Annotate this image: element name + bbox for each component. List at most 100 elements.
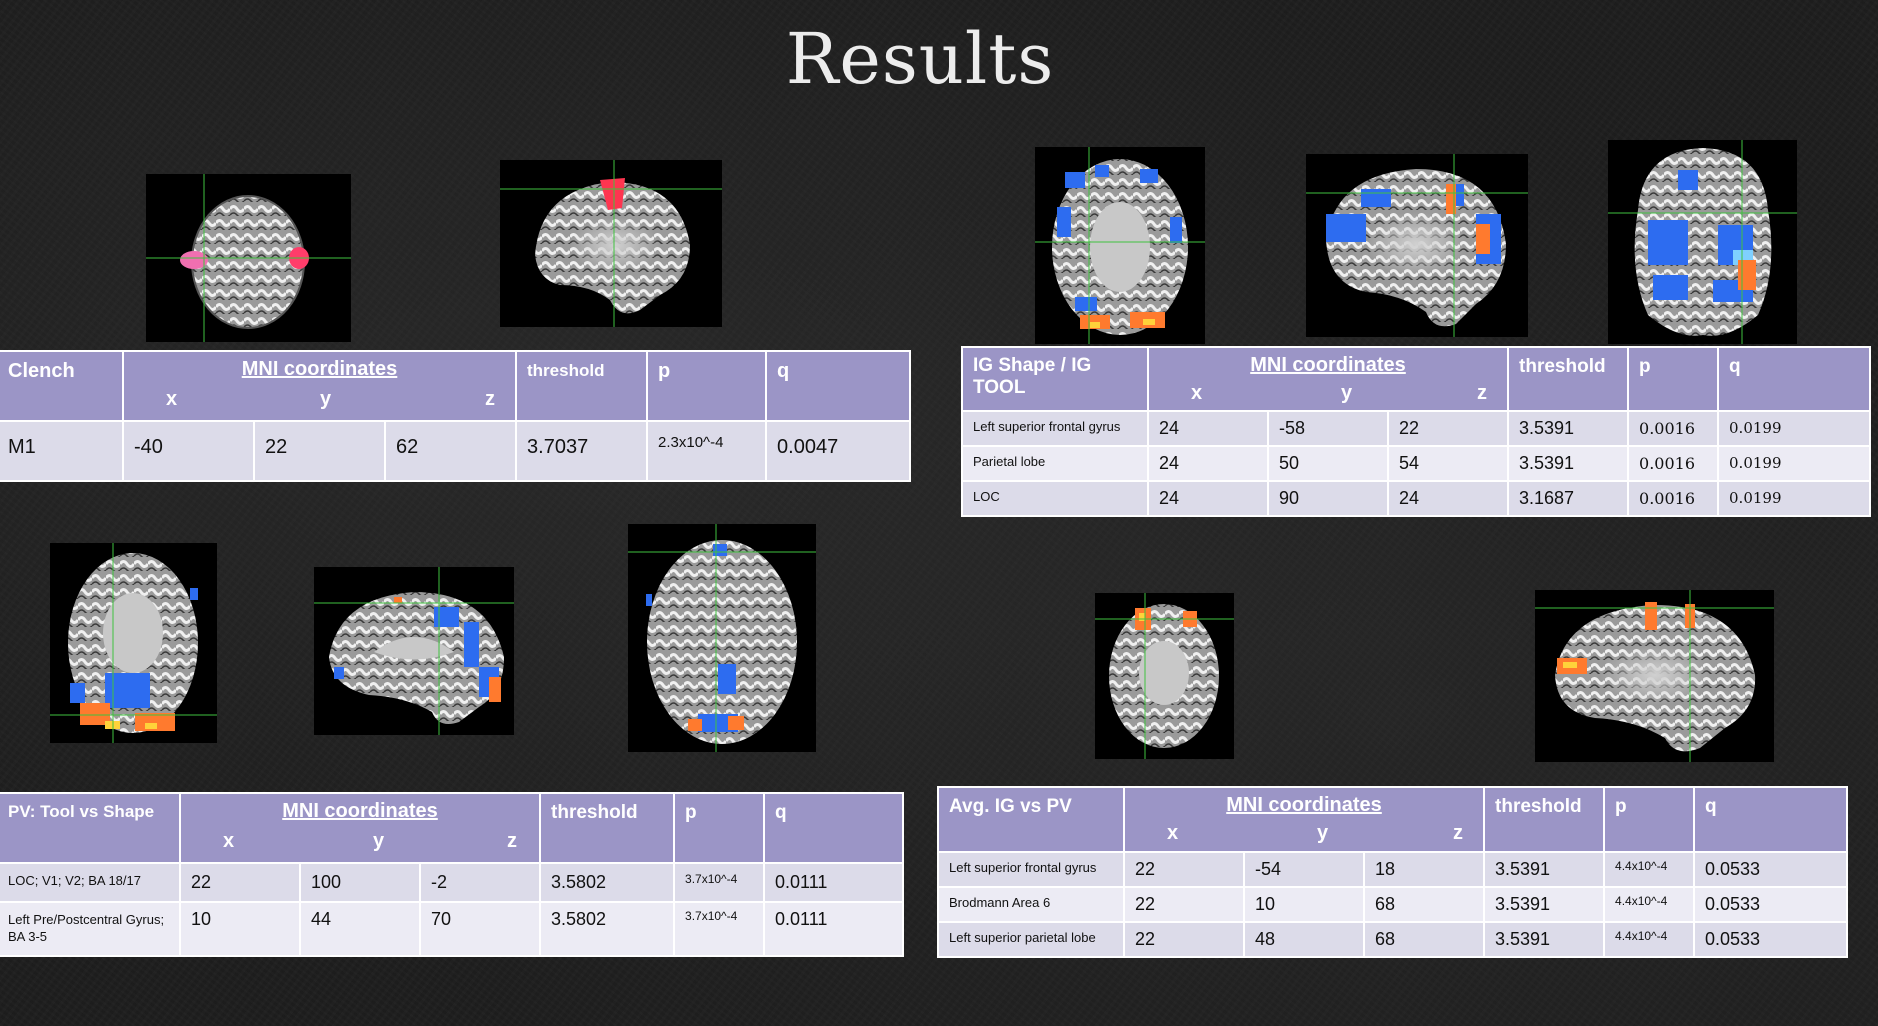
mni-header: MNI coordinates x y z <box>191 800 529 856</box>
avg-axial-scan <box>1095 593 1234 759</box>
axis-x: x <box>1167 822 1179 844</box>
axis-z: z <box>1453 822 1464 844</box>
pv-sagittal-scan <box>314 567 514 735</box>
p-header: p <box>1627 346 1720 412</box>
x-cell: 22 <box>1123 886 1245 923</box>
threshold-header: threshold <box>1507 346 1630 412</box>
y-cell: 90 <box>1267 480 1389 517</box>
axis-x: x <box>166 388 178 410</box>
threshold-cell: 3.5802 <box>539 901 676 957</box>
threshold-cell: 3.7037 <box>515 420 649 482</box>
z-cell: 54 <box>1386 445 1510 482</box>
mni-label: MNI coordinates <box>282 800 438 822</box>
axis-y: y <box>373 830 385 852</box>
threshold-cell: 3.5802 <box>539 862 676 903</box>
table-row: LOC 24 90 24 3.1687 0.0016 0.0199 <box>961 480 1872 517</box>
ig-axial-scan <box>1035 147 1205 344</box>
mni-header: MNI coordinates x y z <box>1135 794 1473 846</box>
mni-header: MNI coordinates x y z <box>134 358 505 414</box>
q-cell: 0.0111 <box>763 901 905 957</box>
p-cell: 4.4x10^-4 <box>1603 851 1696 888</box>
q-header: q <box>1717 346 1872 412</box>
p-cell: 4.4x10^-4 <box>1603 886 1696 923</box>
y-cell: 44 <box>299 901 421 957</box>
table-row: Left Pre/Postcentral Gyrus; BA 3-5 10 44… <box>0 901 905 957</box>
z-cell: 22 <box>1386 410 1510 447</box>
ig-shape-tool-table: IG Shape / IG TOOL MNI coordinates x y z… <box>961 346 1872 517</box>
table-row: Parietal lobe 24 50 54 3.5391 0.0016 0.0… <box>961 445 1872 482</box>
q-header: q <box>763 792 905 864</box>
threshold-cell: 3.5391 <box>1483 851 1606 888</box>
region-cell: Parietal lobe <box>961 445 1149 482</box>
table-row: Left superior parietal lobe 22 48 68 3.5… <box>937 921 1849 958</box>
threshold-header: threshold <box>1483 786 1606 853</box>
q-cell: 0.0533 <box>1693 921 1849 958</box>
x-cell: 24 <box>1147 480 1269 517</box>
region-cell: LOC; V1; V2; BA 18/17 <box>0 862 181 903</box>
mni-label: MNI coordinates <box>1226 794 1382 816</box>
threshold-cell: 3.5391 <box>1483 886 1606 923</box>
pv-tool-shape-table: PV: Tool vs Shape MNI coordinates x y z … <box>0 792 905 957</box>
region-cell: Brodmann Area 6 <box>937 886 1125 923</box>
mni-header: MNI coordinates x y z <box>1159 354 1497 406</box>
region-cell: Left superior frontal gyrus <box>961 410 1149 447</box>
y-cell: 50 <box>1267 445 1389 482</box>
q-cell: 0.0533 <box>1693 851 1849 888</box>
p-cell: 0.0016 <box>1627 410 1720 447</box>
contrast-label: IG Shape / IG TOOL <box>961 346 1149 412</box>
y-cell: 10 <box>1243 886 1365 923</box>
contrast-label: PV: Tool vs Shape <box>0 792 181 864</box>
contrast-label: Clench <box>0 350 124 422</box>
threshold-cell: 3.5391 <box>1507 410 1630 447</box>
z-cell: 24 <box>1386 480 1510 517</box>
q-header: q <box>765 350 912 422</box>
table-row: M1 -40 22 62 3.7037 2.3x10^-4 0.0047 <box>0 420 912 482</box>
pv-axial-scan-2 <box>628 524 816 752</box>
ig-coronal-scan <box>1608 140 1797 344</box>
slide-title: Results <box>785 18 1055 100</box>
q-cell: 0.0199 <box>1717 445 1872 482</box>
p-header: p <box>1603 786 1696 853</box>
region-cell: Left Pre/Postcentral Gyrus; BA 3-5 <box>0 901 181 957</box>
q-header: q <box>1693 786 1849 853</box>
threshold-cell: 3.5391 <box>1483 921 1606 958</box>
p-cell: 2.3x10^-4 <box>646 420 768 482</box>
p-cell: 0.0016 <box>1627 445 1720 482</box>
table-row: Left superior frontal gyrus 22 -54 18 3.… <box>937 851 1849 888</box>
p-header: p <box>646 350 768 422</box>
threshold-header: threshold <box>539 792 676 864</box>
axis-z: z <box>507 830 518 852</box>
z-cell: 62 <box>383 420 518 482</box>
region-cell: Left superior parietal lobe <box>937 921 1125 958</box>
clench-axial-scan <box>146 174 351 342</box>
table-row: LOC; V1; V2; BA 18/17 22 100 -2 3.5802 3… <box>0 862 905 903</box>
axis-y: y <box>1341 382 1353 404</box>
q-cell: 0.0533 <box>1693 886 1849 923</box>
p-cell: 4.4x10^-4 <box>1603 921 1696 958</box>
clench-sagittal-scan <box>500 160 722 327</box>
p-cell: 3.7x10^-4 <box>673 901 766 957</box>
contrast-label: Avg. IG vs PV <box>937 786 1125 853</box>
region-cell: Left superior frontal gyrus <box>937 851 1125 888</box>
z-cell: 70 <box>418 901 542 957</box>
x-cell: -40 <box>122 420 255 482</box>
y-cell: -54 <box>1243 851 1365 888</box>
p-cell: 0.0016 <box>1627 480 1720 517</box>
axis-x: x <box>1191 382 1203 404</box>
x-cell: 22 <box>1123 851 1245 888</box>
threshold-cell: 3.1687 <box>1507 480 1630 517</box>
axis-z: z <box>485 388 496 410</box>
y-cell: 22 <box>253 420 386 482</box>
z-cell: 18 <box>1362 851 1486 888</box>
table-row: Brodmann Area 6 22 10 68 3.5391 4.4x10^-… <box>937 886 1849 923</box>
ig-sagittal-scan <box>1306 154 1528 337</box>
z-cell: 68 <box>1362 886 1486 923</box>
clench-table: Clench MNI coordinates x y z threshold p… <box>0 350 912 482</box>
table-row: Left superior frontal gyrus 24 -58 22 3.… <box>961 410 1872 447</box>
x-cell: 22 <box>1123 921 1245 958</box>
region-cell: M1 <box>0 420 124 482</box>
p-cell: 3.7x10^-4 <box>673 862 766 903</box>
y-cell: -58 <box>1267 410 1389 447</box>
axis-z: z <box>1477 382 1488 404</box>
x-cell: 24 <box>1147 410 1269 447</box>
